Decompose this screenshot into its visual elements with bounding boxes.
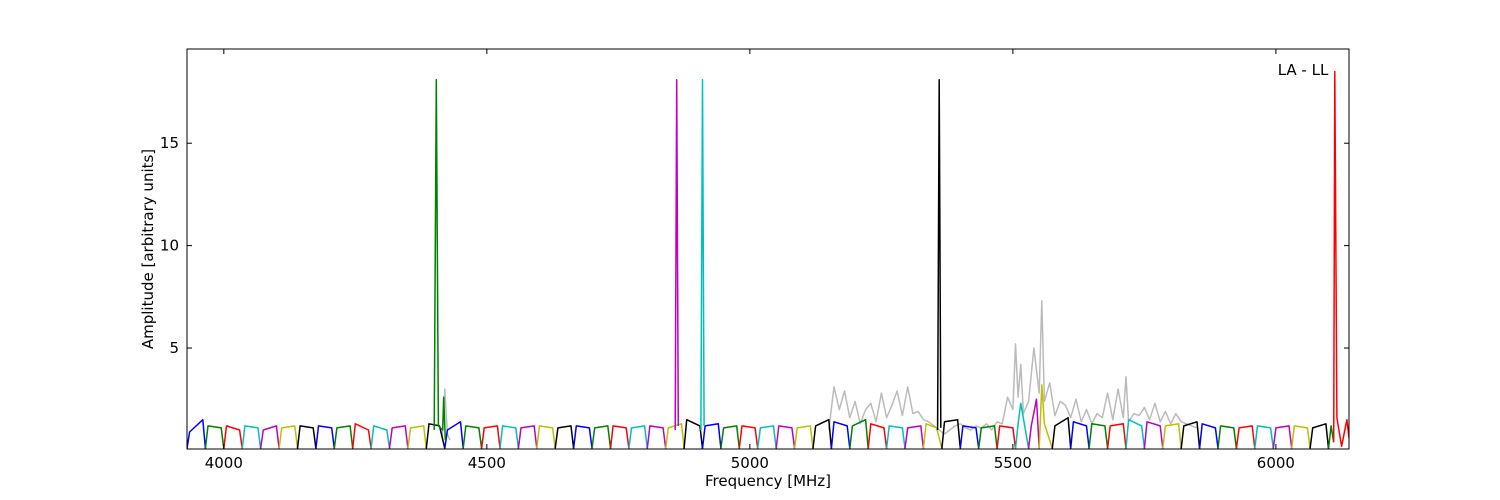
series-line — [867, 423, 888, 449]
series-line — [1106, 423, 1127, 449]
plot-lines — [187, 70, 1349, 449]
series-line — [1027, 398, 1040, 449]
series-line — [517, 425, 538, 449]
series-line — [828, 300, 1198, 435]
series-line — [674, 78, 680, 431]
series-line — [904, 425, 925, 449]
series-line — [1125, 418, 1146, 449]
y-tick-label: 5 — [169, 339, 179, 357]
series-line — [922, 423, 943, 449]
y-axis-label: Amplitude [arbitrary units] — [139, 149, 157, 349]
series-line — [278, 425, 299, 449]
series-line — [830, 421, 851, 449]
series-line — [1088, 423, 1109, 449]
series-line — [720, 425, 741, 449]
series-line — [591, 425, 612, 449]
series-line — [296, 425, 317, 449]
series-line — [775, 425, 796, 449]
series-line — [936, 78, 942, 431]
series-line — [1180, 421, 1201, 449]
series-line — [701, 423, 722, 449]
y-tick-label: 15 — [160, 134, 179, 152]
series-line — [204, 425, 225, 449]
series-line — [1069, 421, 1090, 449]
series-line — [1051, 416, 1072, 449]
series-line — [1272, 425, 1293, 449]
series-line — [849, 418, 869, 449]
series-line — [609, 425, 630, 449]
series-line — [628, 425, 649, 449]
x-tick-label: 5500 — [994, 454, 1032, 472]
series-line — [554, 425, 575, 449]
x-tick-label: 6000 — [1257, 454, 1295, 472]
series-line — [977, 425, 998, 449]
x-tick-label: 5000 — [731, 454, 769, 472]
series-line — [996, 425, 1017, 449]
x-tick-label: 4000 — [205, 454, 243, 472]
series-line — [683, 418, 704, 449]
series-line — [1198, 423, 1219, 449]
series-line — [756, 425, 777, 449]
series-line — [223, 425, 243, 449]
series-line — [1143, 421, 1164, 449]
series-line — [941, 418, 962, 449]
series-line — [1309, 423, 1330, 449]
series-line — [1254, 425, 1275, 449]
series-line — [351, 423, 372, 449]
plot-frame — [186, 48, 1350, 450]
series-line — [536, 425, 556, 449]
series-line — [959, 425, 980, 449]
series-line — [1217, 425, 1238, 449]
series-line — [315, 425, 336, 449]
y-tick-label: 10 — [160, 237, 179, 255]
series-line — [388, 425, 409, 449]
series-line — [812, 418, 833, 449]
series-line — [1290, 425, 1311, 449]
x-axis-label: Frequency [MHz] — [705, 472, 831, 490]
series-line — [1162, 423, 1182, 449]
series-line — [885, 425, 906, 449]
series-line — [370, 425, 391, 449]
series-line — [187, 418, 207, 449]
series-line — [1327, 425, 1335, 449]
series-line — [793, 425, 814, 449]
series-line — [480, 425, 501, 449]
series-line — [433, 78, 447, 441]
series-line — [700, 78, 705, 431]
series-line — [407, 425, 428, 449]
series-line — [1235, 425, 1256, 449]
annotation: LA - LL — [1278, 61, 1329, 79]
series-line — [1038, 384, 1054, 449]
series-line — [1332, 70, 1349, 448]
x-tick-label: 4500 — [468, 454, 506, 472]
series-line — [259, 425, 280, 449]
series-line — [499, 425, 520, 449]
series-line — [333, 425, 354, 449]
series-line — [738, 425, 759, 449]
series-line — [462, 425, 483, 449]
series-line — [646, 425, 667, 449]
series-line — [444, 421, 464, 449]
series-line — [572, 425, 593, 449]
series-line — [241, 425, 262, 449]
series-line — [1014, 402, 1030, 449]
